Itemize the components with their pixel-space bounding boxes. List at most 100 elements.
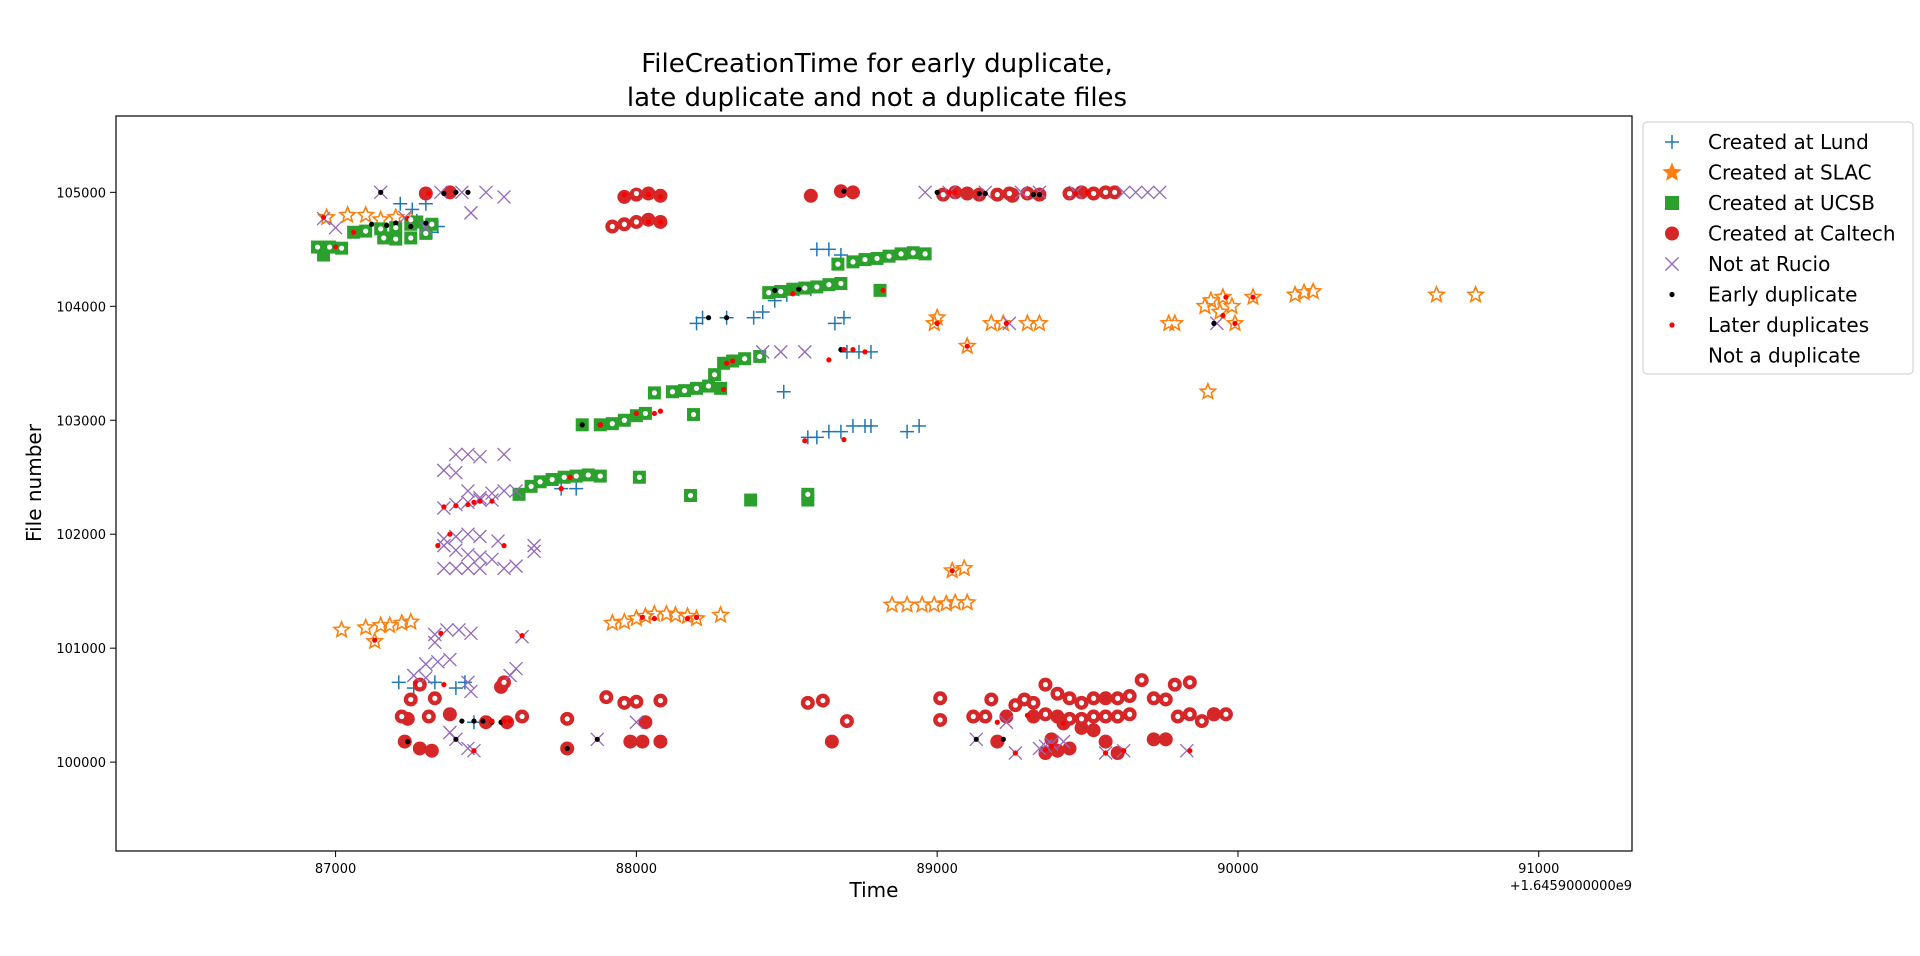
data-point bbox=[356, 205, 376, 224]
data-point bbox=[314, 244, 321, 250]
data-point bbox=[454, 185, 469, 200]
data-point bbox=[463, 626, 478, 641]
data-point bbox=[1110, 746, 1125, 760]
data-point bbox=[1021, 696, 1027, 703]
data-point bbox=[399, 620, 405, 626]
data-point bbox=[1090, 695, 1097, 701]
data-point bbox=[897, 594, 917, 613]
data-point bbox=[436, 561, 451, 576]
legend-entry: Not at Rucio bbox=[1665, 252, 1830, 276]
data-point bbox=[730, 358, 736, 364]
data-point bbox=[954, 558, 974, 577]
data-point bbox=[426, 190, 432, 197]
data-point bbox=[1024, 320, 1031, 326]
data-point bbox=[489, 498, 495, 504]
data-point bbox=[387, 622, 393, 628]
data-point bbox=[1303, 281, 1323, 300]
data-point bbox=[509, 661, 524, 676]
data-point bbox=[1433, 292, 1440, 298]
data-point bbox=[957, 336, 977, 355]
data-point bbox=[378, 226, 384, 232]
data-point bbox=[809, 430, 824, 445]
data-point bbox=[633, 410, 639, 417]
data-point bbox=[1128, 185, 1143, 200]
data-point bbox=[408, 223, 414, 230]
data-point bbox=[442, 707, 457, 722]
data-point bbox=[384, 222, 390, 228]
data-point bbox=[621, 221, 627, 227]
legend-label: Created at SLAC bbox=[1708, 161, 1872, 185]
data-point bbox=[418, 670, 433, 685]
data-point bbox=[755, 305, 770, 319]
data-point bbox=[1066, 695, 1073, 701]
legend-entry: Early duplicate bbox=[1669, 283, 1857, 307]
data-point bbox=[509, 483, 524, 498]
data-point bbox=[477, 498, 483, 504]
data-point bbox=[994, 719, 1000, 725]
data-point bbox=[826, 282, 832, 288]
data-point bbox=[519, 713, 525, 720]
data-point bbox=[528, 483, 534, 489]
data-point bbox=[326, 244, 333, 250]
data-point bbox=[1002, 316, 1017, 331]
data-point bbox=[465, 189, 471, 195]
data-point bbox=[363, 212, 369, 218]
data-point bbox=[982, 713, 988, 720]
data-point bbox=[672, 612, 679, 618]
data-point bbox=[473, 529, 487, 544]
data-point bbox=[363, 625, 369, 631]
data-point bbox=[441, 190, 447, 197]
data-point bbox=[1054, 691, 1061, 697]
data-point bbox=[328, 220, 343, 235]
legend-marker bbox=[1669, 352, 1675, 359]
data-point bbox=[1151, 695, 1157, 701]
data-point bbox=[378, 622, 384, 628]
series-early-duplicate bbox=[369, 188, 1217, 752]
data-point bbox=[1078, 716, 1085, 722]
data-point bbox=[639, 614, 645, 620]
data-point bbox=[351, 229, 357, 235]
data-point bbox=[369, 221, 375, 227]
data-point bbox=[1232, 320, 1238, 326]
data-point bbox=[1223, 294, 1229, 300]
data-point bbox=[656, 603, 677, 623]
data-point bbox=[1078, 700, 1085, 706]
data-point bbox=[429, 221, 435, 227]
legend-marker bbox=[1665, 257, 1679, 271]
data-point bbox=[1024, 190, 1031, 197]
data-point bbox=[633, 615, 639, 622]
legend-marker bbox=[1669, 291, 1675, 298]
data-point bbox=[405, 739, 411, 745]
data-point bbox=[960, 186, 975, 201]
data-point bbox=[946, 189, 952, 195]
x-axis-ticks: 87000 88000 89000 90000 91000 bbox=[315, 851, 1559, 877]
data-point bbox=[1084, 189, 1091, 195]
data-point bbox=[1166, 320, 1172, 326]
data-point bbox=[448, 681, 463, 696]
data-point bbox=[448, 447, 463, 462]
data-point bbox=[841, 437, 847, 443]
data-point bbox=[435, 543, 441, 549]
data-point bbox=[397, 734, 412, 749]
data-point bbox=[408, 217, 414, 223]
data-point bbox=[338, 204, 358, 224]
data-point bbox=[994, 192, 1000, 198]
legend-entry: Created at SLAC bbox=[1662, 161, 1872, 185]
data-point bbox=[686, 608, 707, 627]
data-point bbox=[934, 320, 940, 326]
data-point bbox=[1206, 707, 1221, 722]
data-point bbox=[1243, 287, 1263, 306]
data-point bbox=[717, 612, 724, 618]
data-point bbox=[391, 675, 406, 690]
data-point bbox=[1209, 316, 1224, 331]
data-point bbox=[614, 611, 634, 631]
legend-entry: Created at Caltech bbox=[1665, 222, 1896, 246]
data-point bbox=[417, 682, 423, 688]
data-point bbox=[681, 388, 688, 394]
data-point bbox=[537, 479, 543, 485]
data-point bbox=[805, 700, 811, 706]
plot-area bbox=[311, 184, 1486, 760]
data-point bbox=[473, 449, 487, 464]
data-point bbox=[1121, 748, 1127, 754]
data-point bbox=[501, 679, 507, 685]
